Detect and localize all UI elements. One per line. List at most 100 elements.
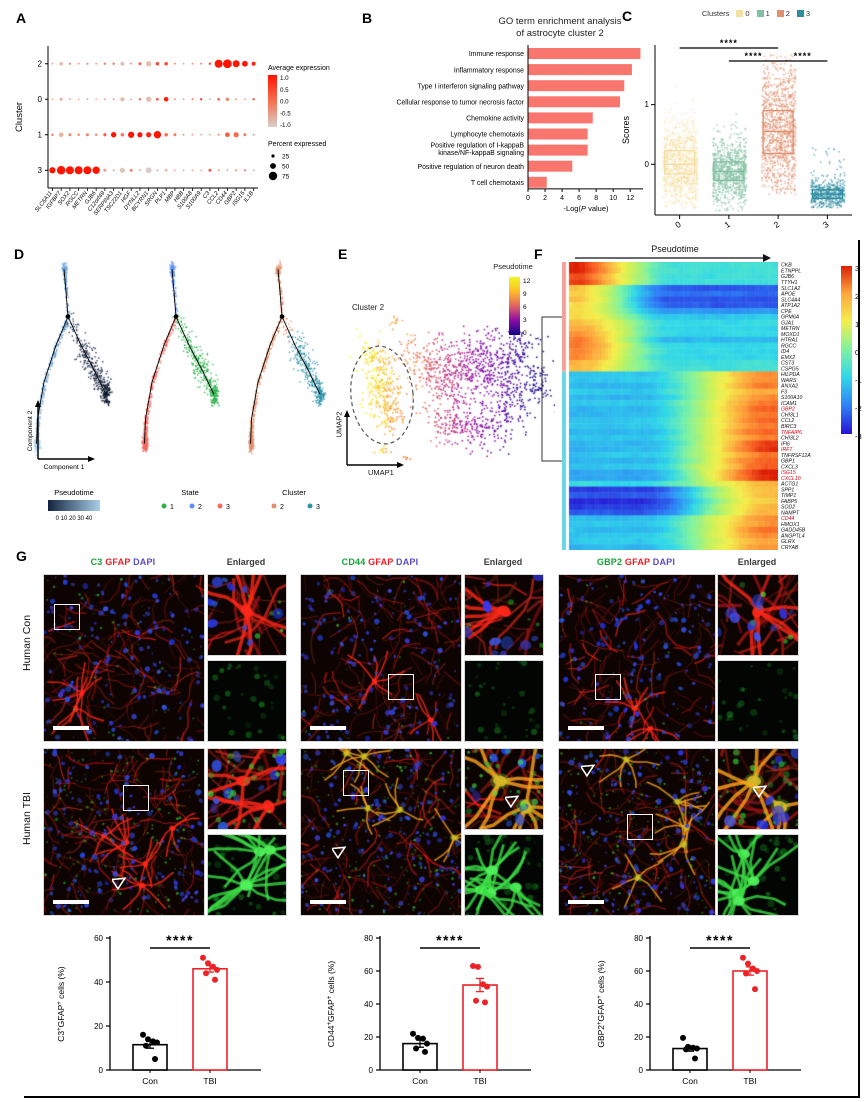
umap2-axis-label: UMAP2 [334, 411, 344, 438]
svg-text:4: 4 [560, 195, 564, 202]
svg-text:IRF7: IRF7 [781, 447, 793, 453]
cluster-color-swatch [776, 10, 784, 17]
svg-text:ETNPPL: ETNPPL [781, 268, 801, 274]
svg-text:Pseudotime: Pseudotime [54, 488, 94, 497]
inset-box [626, 814, 653, 841]
svg-text:CXCL10: CXCL10 [781, 476, 801, 482]
svg-text:20: 20 [634, 1033, 643, 1042]
svg-text:GADD45B: GADD45B [781, 528, 806, 534]
svg-text:6: 6 [523, 304, 527, 311]
inset-box [388, 673, 414, 700]
svg-text:IL1B: IL1B [243, 190, 255, 203]
trajectory-overlay: Component 2 Component 1 Pseudotime 0 10 20 … [27, 269, 321, 522]
svg-text:3: 3 [523, 317, 527, 324]
cluster-number: 1 [765, 9, 770, 18]
svg-text:0: 0 [673, 219, 683, 230]
svg-text:F3: F3 [781, 389, 787, 395]
svg-text:****: **** [744, 51, 762, 61]
svg-text:HILPDA: HILPDA [781, 372, 800, 378]
svg-text:CKB: CKB [781, 263, 792, 269]
svg-text:GBP2: GBP2 [781, 407, 795, 413]
inset-box [595, 673, 622, 700]
svg-text:NAMPT: NAMPT [781, 510, 800, 516]
cd44-quantification-chart: 0 20 40 60 80 Con TBI **** CD44+GFAP+ cells (%) [326, 932, 531, 1086]
component-axes: Component 2 Component 1 [27, 400, 95, 471]
confocal-gbp2-con-main [558, 574, 716, 742]
scale-bar [310, 900, 346, 904]
cluster-color-swatch [736, 10, 744, 17]
panel-c-label: C [622, 8, 633, 24]
svg-text:kinase/NF-kappaB signaling: kinase/NF-kappaB signaling [438, 150, 524, 157]
scale-bar [53, 900, 89, 904]
dotplot-legend: Average expression 1.0 0.5 0.0 -0.5 -1.0 Perce… [268, 65, 330, 181]
svg-text:GJA1: GJA1 [781, 320, 794, 326]
svg-text:1: 1 [722, 219, 732, 230]
svg-text:Scores: Scores [621, 115, 631, 144]
svg-text:10: 10 [609, 195, 617, 202]
svg-text:GBP1: GBP1 [781, 459, 795, 465]
svg-text:CRYAB: CRYAB [781, 545, 799, 550]
svg-text:ATP1A2: ATP1A2 [780, 303, 800, 309]
svg-text:ANXA2: ANXA2 [780, 384, 798, 390]
gfap-label: GFAP [105, 557, 131, 567]
svg-text:2: 2 [855, 292, 859, 301]
arrowhead-marker [111, 877, 127, 891]
svg-text:Chemokine activity: Chemokine activity [466, 116, 524, 123]
svg-text:CHI3L1: CHI3L1 [781, 412, 799, 418]
marker-label: GBP2 [596, 557, 623, 567]
svg-text:SOD2: SOD2 [781, 505, 795, 511]
svg-text:6: 6 [577, 195, 581, 202]
umap-overlay: 12 9 6 3 0 [344, 277, 531, 468]
enlarged-tbi-green-channel [464, 834, 544, 916]
svg-text:2: 2 [280, 504, 284, 511]
go-bar-chart: Immune response Inflammatory response Type… [396, 45, 644, 213]
arrowhead-marker [332, 845, 347, 859]
clusters-legend-title: Clusters [701, 9, 730, 18]
svg-text:2: 2 [772, 219, 782, 230]
svg-text:Component 1: Component 1 [44, 464, 85, 471]
svg-text:12: 12 [523, 278, 531, 285]
svg-text:2: 2 [543, 195, 547, 202]
clusters-legend-item: 1 [756, 9, 770, 18]
svg-text:Inflammatory response: Inflammatory response [454, 67, 524, 74]
svg-text:METRN: METRN [781, 326, 800, 332]
svg-text:Percent expressed: Percent expressed [268, 141, 326, 148]
svg-text:Con: Con [412, 1076, 428, 1086]
svg-text:2: 2 [38, 59, 43, 68]
cluster-color-swatch [756, 10, 764, 17]
svg-text:1: 1 [645, 100, 650, 109]
umap-legend-title: Pseudotime [493, 262, 533, 271]
quant-bar-plot: 0 20 40 60 Con TBI **** C3+GFAP+ cells (%) [56, 932, 261, 1086]
svg-text:TNFAIP6: TNFAIP6 [781, 430, 802, 436]
umap-annotations: 12 9 6 3 0 [344, 277, 531, 468]
svg-text:0: 0 [526, 195, 530, 202]
svg-text:IFI6: IFI6 [781, 441, 790, 447]
svg-text:3: 3 [226, 504, 230, 511]
svg-text:SPP1: SPP1 [781, 487, 794, 493]
enlarged-tbi-green-channel [207, 834, 287, 916]
svg-text:9: 9 [523, 291, 527, 298]
svg-text:Cluster: Cluster [14, 102, 25, 132]
svg-text:60: 60 [364, 967, 373, 976]
enlarged-con-green-channel [207, 660, 287, 742]
svg-text:CSPG5: CSPG5 [781, 366, 799, 372]
dapi-label: DAPI [652, 557, 676, 567]
scores-points-canvas [616, 18, 866, 240]
svg-text:Positive regulation of neuron: Positive regulation of neuron death [418, 164, 525, 171]
panel-b-label: B [362, 10, 373, 26]
svg-text:20: 20 [364, 1033, 373, 1042]
inset-box [123, 784, 149, 811]
svg-text:3: 3 [821, 219, 831, 230]
stain-header-cd44: CD44 GFAP DAPI [300, 557, 460, 567]
pseudotime-arrow [575, 254, 771, 262]
enlarged-tbi-merge [717, 748, 799, 830]
svg-text:TNFRSF12A: TNFRSF12A [781, 453, 811, 459]
svg-text:GJB6: GJB6 [781, 274, 794, 280]
heatmap-title: Pseudotime [651, 244, 699, 254]
svg-text:Component 2: Component 2 [27, 410, 34, 451]
inset-box [54, 603, 81, 630]
stain-header-gbp2: GBP2 GFAP DAPI [558, 557, 714, 567]
svg-text:8: 8 [594, 195, 598, 202]
svg-text:Con: Con [682, 1076, 698, 1086]
svg-text:0: 0 [645, 160, 650, 169]
